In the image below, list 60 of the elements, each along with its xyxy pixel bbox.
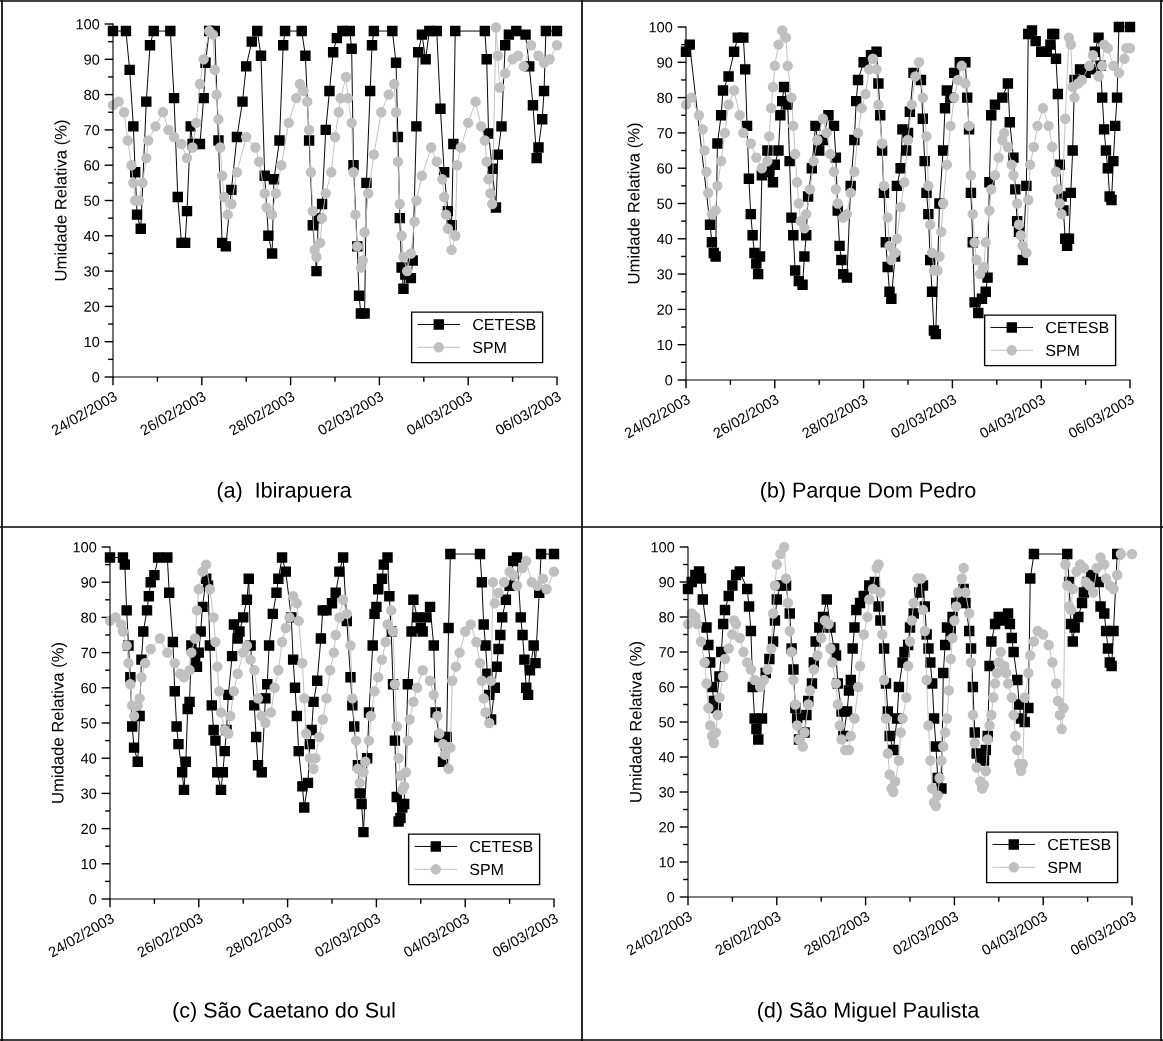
y-tick-label: 50 <box>659 717 675 728</box>
y-tick-label: 50 <box>81 718 97 729</box>
y-tick-label: 90 <box>657 57 673 68</box>
y-tick-label: 80 <box>81 612 97 623</box>
y-tick-label: 60 <box>657 163 673 174</box>
y-tick-label: 90 <box>84 54 100 65</box>
y-tick-label: 0 <box>89 894 97 905</box>
legend-label: SPM <box>470 863 503 876</box>
y-tick-label: 20 <box>81 823 97 835</box>
y-tick-label: 40 <box>658 752 675 763</box>
y-tick-label: 100 <box>651 542 675 553</box>
text: (d) São Miguel Paulista <box>758 1001 980 1023</box>
y-tick-label: 30 <box>81 788 97 799</box>
y-tick-label: 80 <box>657 92 673 104</box>
y-tick-label: 100 <box>649 22 673 33</box>
y-tick-label: 70 <box>84 125 100 136</box>
y-tick-label: 30 <box>84 266 100 277</box>
y-axis-title: Umidade Relativa (%) <box>54 120 70 281</box>
legend-label: SPM <box>473 341 506 354</box>
legend-label: CETESB <box>470 840 533 853</box>
y-tick-label: 80 <box>659 612 675 623</box>
y-tick-label: 10 <box>81 858 97 870</box>
y-tick-label: 60 <box>659 682 675 693</box>
y-tick-label: 70 <box>657 128 673 139</box>
y-tick-label: 20 <box>657 304 673 315</box>
y-tick-label: 40 <box>83 230 100 242</box>
y-tick-label: 50 <box>84 195 100 206</box>
y-axis-title: Umidade Relativa (%) <box>627 123 643 284</box>
y-tick-label: 0 <box>667 892 675 903</box>
text: (c) São Caetano do Sul <box>173 1001 395 1023</box>
text: (b) Parque Dom Pedro <box>761 481 976 503</box>
y-tick-label: 30 <box>659 787 675 798</box>
y-tick-label: 50 <box>657 198 673 209</box>
y-tick-label: 100 <box>73 542 97 553</box>
text: (a) Ibirapuera <box>217 481 352 503</box>
legend-label: CETESB <box>1048 838 1111 851</box>
y-tick-label: 10 <box>84 336 100 348</box>
legend-label: SPM <box>1046 344 1079 357</box>
y-tick-label: 70 <box>81 647 97 659</box>
legend-label: SPM <box>1048 861 1081 874</box>
y-tick-label: 30 <box>657 269 673 280</box>
y-tick-label: 20 <box>84 301 100 312</box>
legend-label: CETESB <box>473 318 536 331</box>
y-tick-label: 10 <box>657 339 673 351</box>
y-tick-label: 80 <box>84 89 100 101</box>
y-tick-label: 60 <box>81 682 97 694</box>
y-tick-label: 40 <box>80 753 97 764</box>
y-tick-label: 60 <box>84 160 100 171</box>
y-tick-label: 40 <box>656 233 673 245</box>
y-tick-label: 100 <box>76 19 100 30</box>
legend-label: CETESB <box>1046 321 1109 334</box>
y-tick-label: 90 <box>659 577 675 588</box>
y-tick-label: 20 <box>659 822 675 833</box>
y-axis-title: Umidade Relativa (%) <box>629 641 645 802</box>
y-tick-label: 70 <box>659 647 675 658</box>
y-tick-label: 0 <box>665 375 673 386</box>
y-tick-label: 10 <box>659 857 675 868</box>
y-axis-title: Umidade Relativa (%) <box>51 642 67 803</box>
y-tick-label: 0 <box>92 372 100 383</box>
y-tick-label: 90 <box>81 577 97 588</box>
